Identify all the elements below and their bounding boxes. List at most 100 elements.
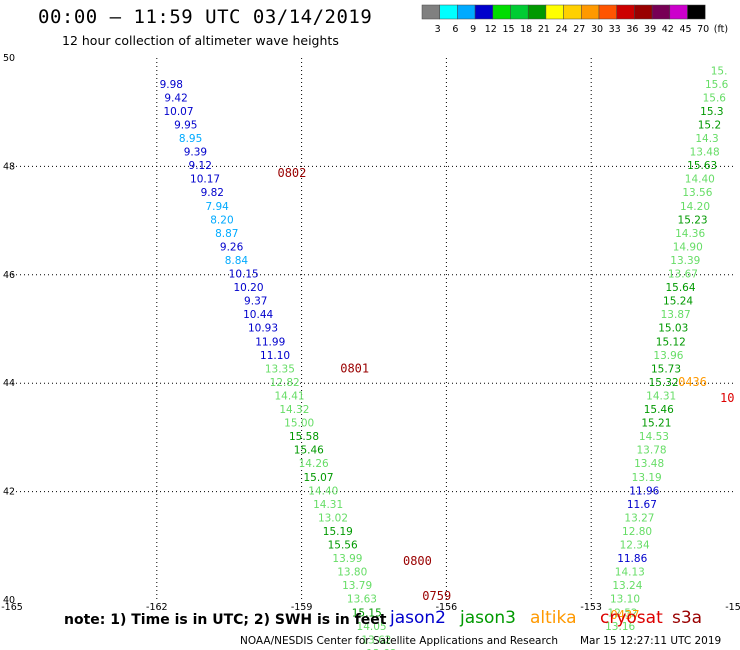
- color-scale-label: 27: [573, 24, 585, 35]
- wave-height-label: 14.40: [685, 174, 715, 186]
- wave-height-label: 15.56: [328, 540, 358, 552]
- color-swatch: [439, 4, 458, 20]
- wave-height-label: 15.: [711, 65, 728, 77]
- pass-time-label: 0437: [611, 608, 640, 622]
- wave-height-label: 15.21: [641, 418, 671, 430]
- wave-height-label: 8.87: [215, 228, 238, 240]
- wave-height-label: 13.19: [632, 472, 662, 484]
- color-swatch: [563, 4, 582, 20]
- wave-height-label: 9.26: [220, 241, 244, 253]
- color-scale-label: 6: [452, 24, 458, 35]
- chart-subtitle: 12 hour collection of altimeter wave hei…: [62, 33, 339, 48]
- color-scale-label: 30: [591, 24, 603, 35]
- color-swatch: [634, 4, 653, 20]
- color-scale-label: 70: [697, 24, 709, 35]
- y-tick-label: 50: [3, 53, 15, 64]
- legend-s3a: s3a: [672, 608, 703, 628]
- wave-height-label: 13.96: [653, 350, 683, 362]
- wave-height-label: 14.3: [695, 133, 718, 145]
- wave-height-label: 15.46: [644, 404, 674, 416]
- wave-height-label: 7.94: [205, 201, 229, 213]
- pass-time-label: 0800: [403, 554, 432, 568]
- wave-height-label: 14.26: [299, 458, 329, 470]
- wave-height-label: 13.10: [610, 594, 640, 606]
- wave-height-label: 15.3: [700, 106, 723, 118]
- color-swatch: [669, 4, 688, 20]
- wave-height-label: 12.82: [270, 377, 300, 389]
- color-scale-label: 3: [435, 24, 441, 35]
- y-tick-label: 40: [3, 595, 15, 606]
- x-tick-label: -153: [580, 602, 602, 613]
- wave-height-label: 13.39: [670, 255, 700, 267]
- color-scale-label: 21: [538, 24, 550, 35]
- color-scale-label: 18: [520, 24, 532, 35]
- wave-height-label: 14.53: [639, 431, 669, 443]
- wave-height-label: 13.80: [337, 567, 367, 579]
- wave-height-label: 13.27: [624, 512, 654, 524]
- wave-height-label: 9.37: [244, 296, 267, 308]
- wave-height-label: 13.35: [265, 363, 295, 375]
- wave-height-label: 10.44: [243, 309, 273, 321]
- color-scale-label: (ft): [714, 24, 728, 35]
- wave-height-label: 15.00: [284, 418, 314, 430]
- wave-height-label: 11.10: [260, 350, 290, 362]
- wave-height-label: 13.78: [637, 445, 667, 457]
- color-scale-label: 39: [644, 24, 656, 35]
- color-scale-label: 33: [609, 24, 621, 35]
- wave-height-label: 14.05: [357, 621, 387, 633]
- x-tick-label: -162: [146, 602, 168, 613]
- wave-height-label: 14.40: [308, 485, 338, 497]
- color-scale-label: 42: [662, 24, 674, 35]
- wave-height-label: 14.90: [673, 241, 703, 253]
- wave-height-label: 15.6: [703, 92, 727, 104]
- wave-height-label: 15.64: [665, 282, 695, 294]
- wave-height-label: 15.03: [658, 323, 688, 335]
- wave-height-label: 11.67: [627, 499, 657, 511]
- color-swatch: [510, 4, 529, 20]
- legend-jason2: jason2: [390, 608, 446, 628]
- color-swatch: [616, 4, 635, 20]
- wave-height-label: 10.20: [233, 282, 263, 294]
- wave-height-label: 13.87: [661, 309, 691, 321]
- x-tick-label: -150: [725, 602, 740, 613]
- color-scale-legend: 3 6 9 12 15 18 21 24 27 30 33 36 39 42 45 70 (ft): [421, 4, 728, 35]
- wave-height-label: 15.32: [649, 377, 679, 389]
- wave-height-label: 12.80: [622, 526, 652, 538]
- color-swatch: [545, 4, 564, 20]
- wave-height-label: 14.31: [313, 499, 343, 511]
- wave-height-label: 13.62: [361, 634, 391, 646]
- footer-timestamp: Mar 15 12:27:11 UTC 2019: [580, 635, 722, 647]
- wave-height-label: 12.52: [608, 607, 638, 619]
- wave-height-label: 15.58: [289, 431, 319, 443]
- wave-height-label: 8.20: [210, 214, 233, 226]
- color-scale-label: 45: [679, 24, 691, 35]
- wave-height-label: 9.42: [164, 92, 187, 104]
- color-swatch: [492, 4, 511, 20]
- pass-time-label: 0802: [277, 166, 306, 180]
- wave-height-label: 14.36: [675, 228, 705, 240]
- footer-credit: NOAA/NESDIS Center for Satellite Applica…: [240, 635, 558, 647]
- legend-cryosat: cryosat: [600, 608, 663, 628]
- wave-height-label: 10.07: [163, 106, 193, 118]
- color-swatch: [527, 4, 547, 20]
- color-scale-label: 24: [556, 24, 568, 35]
- data-marks: 9.989.42 10.079.95 8.95 9.399.12 10.179.82 7.…: [160, 65, 735, 650]
- pass-time-label: 0801: [340, 361, 369, 375]
- pass-time-label: 10: [720, 391, 734, 405]
- wave-height-label: 13.56: [682, 187, 712, 199]
- pass-time-label: 0759: [422, 589, 451, 603]
- wave-height-label: 13.24: [612, 580, 642, 592]
- legend-altika: altika: [530, 608, 577, 628]
- color-swatch: [651, 4, 671, 20]
- wave-height-label: 8.84: [225, 255, 249, 267]
- wave-height-label: 10.93: [248, 323, 278, 335]
- wave-height-label: 15.6: [705, 79, 729, 91]
- wave-height-label: 9.95: [174, 119, 197, 131]
- wave-height-label: 9.39: [184, 147, 207, 159]
- color-swatch: [687, 4, 706, 20]
- wave-height-label: 15.07: [303, 472, 333, 484]
- wave-height-label: 15.73: [651, 363, 681, 375]
- wave-height-label: 9.12: [189, 160, 212, 172]
- wave-height-label: 14.13: [615, 567, 645, 579]
